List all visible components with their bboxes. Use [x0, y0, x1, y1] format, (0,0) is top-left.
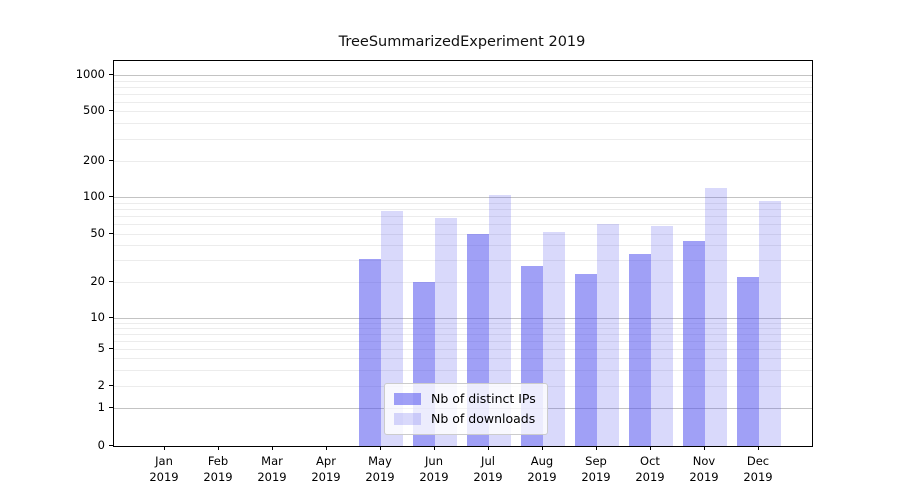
y-tick-mark: [109, 159, 113, 161]
gridline-minor: [114, 233, 812, 235]
plot-area: Nb of distinct IPs Nb of downloads: [113, 60, 813, 447]
x-tick-label-jul: Jul 2019: [473, 454, 503, 484]
x-tick-label-feb: Feb 2019: [203, 454, 233, 484]
x-tick-mark: [596, 446, 597, 450]
x-tick-mark: [218, 446, 219, 450]
x-tick-label-oct: Oct 2019: [635, 454, 665, 484]
y-tick-label: 1: [97, 400, 105, 415]
gridline-minor: [114, 202, 812, 204]
legend-label-distinct-ips: Nb of distinct IPs: [431, 391, 536, 406]
x-tick-mark: [272, 446, 273, 450]
y-tick-label: 2: [97, 377, 105, 392]
legend: Nb of distinct IPs Nb of downloads: [384, 383, 548, 435]
gridline-minor: [114, 208, 812, 210]
gridline-minor: [114, 80, 812, 82]
x-tick-label-apr: Apr 2019: [311, 454, 341, 484]
y-tick-mark: [109, 110, 113, 111]
bar-downloads-oct: [651, 225, 673, 446]
gridline-minor: [114, 245, 812, 247]
x-tick-label-nov: Nov 2019: [689, 454, 719, 484]
y-tick-mark: [109, 74, 113, 75]
x-tick-label-may: May 2019: [365, 454, 395, 484]
gridline-minor: [114, 333, 812, 335]
y-tick-mark: [109, 317, 113, 318]
y-tick-mark: [109, 407, 113, 409]
x-tick-mark: [164, 446, 165, 450]
y-tick-label: 20: [90, 273, 105, 288]
gridline-minor: [114, 101, 812, 103]
y-tick-label: 100: [83, 189, 105, 203]
gridline-minor: [114, 260, 812, 262]
gridline-minor: [114, 215, 812, 217]
gridline-minor: [114, 281, 812, 283]
gridline-minor: [114, 349, 812, 350]
y-tick-mark: [109, 445, 113, 446]
gridline-minor: [114, 138, 812, 140]
x-tick-mark: [326, 446, 327, 450]
bar-downloads-sep: [597, 223, 619, 446]
bar-downloads-dec: [759, 201, 781, 446]
y-tick-mark: [109, 196, 113, 197]
x-tick-label-mar: Mar 2019: [257, 454, 287, 484]
legend-label-downloads: Nb of downloads: [431, 411, 536, 426]
y-tick-label: 0: [97, 438, 105, 452]
x-tick-mark: [758, 446, 759, 450]
legend-item-downloads: Nb of downloads: [394, 411, 536, 426]
gridline-major: [114, 318, 812, 319]
bar-distinct-ips-dec: [737, 276, 759, 446]
gridline-minor: [114, 322, 812, 324]
gridline-minor: [114, 369, 812, 371]
gridline-minor: [114, 123, 812, 125]
x-tick-mark: [488, 446, 489, 450]
y-tick-label: 500: [83, 103, 105, 117]
y-tick-mark: [109, 384, 113, 386]
legend-swatch-distinct-ips: [394, 392, 421, 405]
chart-title: TreeSummarizedExperiment 2019: [338, 34, 586, 50]
x-tick-label-aug: Aug 2019: [527, 454, 557, 484]
y-tick-label: 5: [97, 341, 105, 355]
gridline-minor: [114, 111, 812, 112]
gridline-major: [114, 75, 812, 76]
bar-distinct-ips-sep: [575, 274, 597, 446]
gridline-minor: [114, 358, 812, 359]
bar-downloads-nov: [705, 188, 727, 446]
gridline-major: [114, 197, 812, 198]
y-tick-mark: [109, 232, 113, 234]
bar-distinct-ips-may: [359, 258, 381, 446]
y-tick-label: 10: [90, 310, 105, 324]
legend-swatch-downloads: [394, 412, 421, 425]
x-tick-mark: [380, 446, 381, 450]
bar-downloads-aug: [543, 232, 565, 446]
x-tick-mark: [650, 446, 651, 450]
gridline-minor: [114, 340, 812, 342]
x-tick-mark: [542, 446, 543, 450]
y-tick-label: 200: [83, 152, 105, 167]
x-tick-label-jan: Jan 2019: [149, 454, 179, 484]
y-tick-label: 1000: [75, 67, 105, 81]
y-tick-mark: [109, 280, 113, 282]
bar-distinct-ips-nov: [683, 241, 705, 446]
x-tick-label-sep: Sep 2019: [581, 454, 611, 484]
bar-distinct-ips-oct: [629, 253, 651, 446]
gridline-minor: [114, 93, 812, 95]
y-tick-mark: [109, 348, 113, 349]
x-tick-mark: [434, 446, 435, 450]
gridline-minor: [114, 328, 812, 329]
gridline-minor: [114, 86, 812, 88]
gridline-minor: [114, 223, 812, 225]
legend-item-distinct-ips: Nb of distinct IPs: [394, 391, 536, 406]
y-tick-label: 50: [90, 225, 105, 240]
x-tick-label-dec: Dec 2019: [743, 454, 773, 484]
x-tick-mark: [704, 446, 705, 450]
x-tick-label-jun: Jun 2019: [419, 454, 449, 484]
gridline-minor: [114, 160, 812, 162]
